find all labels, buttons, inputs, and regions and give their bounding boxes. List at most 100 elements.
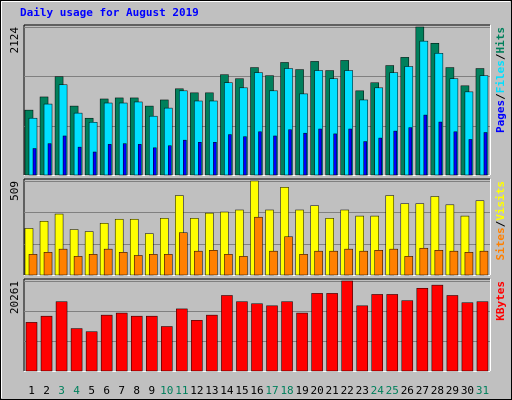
- legend-entry: Hits: [494, 27, 507, 54]
- legend-entry: Visits: [494, 181, 507, 221]
- bar: [453, 131, 458, 176]
- x-tick-label: 11: [175, 384, 188, 397]
- x-tick-label: 24: [371, 384, 385, 397]
- x-tick-label: 19: [295, 384, 308, 397]
- x-tick-label: 3: [58, 384, 65, 397]
- x-tick-label: 12: [190, 384, 203, 397]
- x-tick-label: 17: [265, 384, 278, 397]
- x-tick-label: 25: [386, 384, 399, 397]
- bar: [100, 314, 113, 372]
- x-tick-label: 27: [416, 384, 429, 397]
- bar: [299, 254, 308, 276]
- x-tick-label: 9: [148, 384, 155, 397]
- bar: [303, 132, 307, 176]
- bar: [341, 280, 353, 372]
- bar: [251, 303, 263, 372]
- x-tick-label: 14: [220, 384, 234, 397]
- bar: [258, 131, 262, 176]
- bar: [393, 130, 398, 176]
- bar: [118, 252, 128, 276]
- bar: [434, 250, 444, 276]
- bar: [243, 136, 247, 176]
- bar: [479, 250, 489, 276]
- bar: [419, 247, 429, 276]
- bar: [103, 248, 113, 276]
- y-tick-label: 509: [8, 181, 21, 201]
- bar: [92, 151, 97, 176]
- bar: [329, 250, 338, 276]
- legend-separator: /: [494, 93, 507, 100]
- bar: [461, 302, 474, 372]
- x-tick-label: 13: [205, 384, 218, 397]
- chart-title: Daily usage for August 2019: [20, 6, 199, 19]
- bar: [389, 248, 399, 276]
- bar: [438, 121, 443, 176]
- bar: [483, 132, 488, 176]
- legend: Pages/Files/Hits: [494, 27, 507, 133]
- bar: [198, 142, 202, 176]
- legend-entry: Sites: [494, 227, 507, 260]
- x-tick-label: 29: [446, 384, 459, 397]
- x-tick-label: 23: [356, 384, 369, 397]
- bar: [404, 256, 414, 276]
- bar: [386, 294, 399, 372]
- legend-separator: /: [494, 220, 507, 227]
- bar: [85, 331, 98, 372]
- bar: [468, 139, 473, 176]
- bar: [43, 252, 53, 276]
- legend-entry: KBytes: [494, 281, 507, 321]
- bar: [378, 137, 382, 176]
- bar: [146, 315, 158, 372]
- x-tick-label: 31: [476, 384, 489, 397]
- bar: [40, 315, 53, 372]
- bar: [281, 301, 293, 372]
- bar: [62, 135, 67, 176]
- bar: [168, 145, 172, 176]
- bar: [408, 127, 413, 176]
- bar: [213, 142, 217, 176]
- bar: [164, 254, 173, 276]
- bar: [221, 295, 233, 372]
- legend: Sites/Visits: [494, 181, 507, 261]
- bar: [137, 144, 142, 176]
- x-tick-label: 16: [250, 384, 263, 397]
- bar: [107, 144, 112, 176]
- bar: [446, 295, 459, 372]
- bar: [183, 139, 187, 176]
- bar: [191, 320, 203, 372]
- x-tick-label: 2: [43, 384, 50, 397]
- bar: [333, 133, 337, 176]
- y-tick-label: 20261: [8, 281, 21, 314]
- bar: [122, 143, 127, 176]
- bar: [115, 312, 128, 372]
- x-tick-label: 30: [461, 384, 474, 397]
- bar: [88, 254, 98, 276]
- bar: [239, 256, 248, 276]
- bar: [311, 293, 323, 372]
- bar: [77, 146, 82, 176]
- x-tick-label: 5: [88, 384, 95, 397]
- bar: [359, 250, 368, 276]
- bar: [209, 250, 218, 276]
- y-tick-label: 2124: [8, 27, 21, 54]
- bar: [314, 250, 323, 276]
- bar: [416, 287, 429, 372]
- legend-entry: Files: [494, 60, 507, 93]
- bar: [348, 128, 352, 176]
- legend-entry: Pages: [494, 100, 507, 133]
- x-tick-label: 26: [401, 384, 414, 397]
- bar: [254, 216, 263, 276]
- bar: [374, 250, 383, 276]
- legend: KBytes: [494, 281, 507, 321]
- bar: [401, 300, 414, 372]
- bar: [449, 250, 459, 276]
- bar: [423, 114, 428, 176]
- bar: [130, 315, 143, 372]
- bar: [224, 254, 233, 276]
- bar: [55, 301, 68, 372]
- bar: [296, 312, 308, 372]
- x-tick-label: 6: [103, 384, 110, 397]
- bar: [431, 284, 444, 372]
- legend-separator: /: [494, 53, 507, 60]
